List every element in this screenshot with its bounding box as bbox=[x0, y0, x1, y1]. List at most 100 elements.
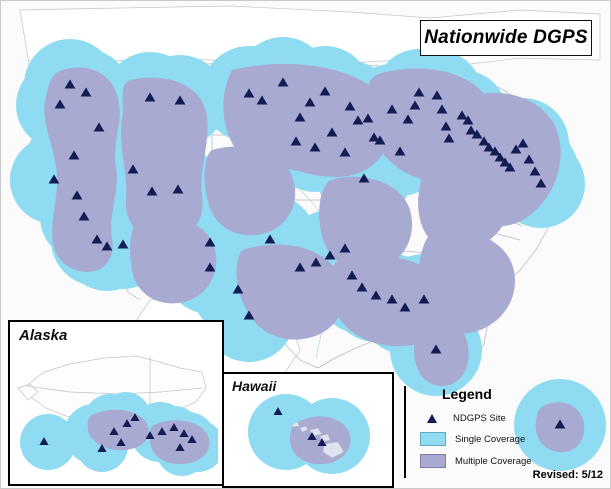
alaska-inset: Alaska bbox=[8, 320, 224, 486]
map-title-box: Nationwide DGPS bbox=[420, 20, 592, 56]
ndgps-site-marker bbox=[175, 443, 185, 451]
ndgps-site-marker bbox=[169, 423, 179, 431]
ndgps-site-marker bbox=[80, 87, 92, 97]
legend: Legend NDGPS Site Single Coverage Multip… bbox=[404, 386, 604, 482]
ndgps-site-marker bbox=[409, 100, 421, 110]
ndgps-site-marker bbox=[529, 166, 541, 176]
ndgps-site-marker bbox=[48, 174, 60, 184]
legend-label-site: NDGPS Site bbox=[453, 412, 506, 424]
hawaii-inset-map bbox=[224, 374, 388, 482]
page-title: Nationwide DGPS bbox=[424, 27, 588, 48]
ndgps-site-marker bbox=[273, 407, 283, 415]
ndgps-site-marker bbox=[494, 152, 506, 162]
ndgps-site-marker bbox=[346, 270, 358, 280]
ndgps-site-marker bbox=[116, 438, 126, 446]
ndgps-site-marker bbox=[517, 138, 529, 148]
ndgps-site-marker bbox=[93, 122, 105, 132]
ndgps-site-marker bbox=[324, 250, 336, 260]
ndgps-site-marker bbox=[187, 435, 197, 443]
ndgps-site-marker bbox=[71, 190, 83, 200]
ndgps-site-marker bbox=[232, 284, 244, 294]
revised-stamp: Revised: 5/12 bbox=[532, 469, 603, 481]
ndgps-site-marker bbox=[386, 104, 398, 114]
legend-label-multi: Multiple Coverage bbox=[455, 455, 532, 467]
legend-label-single: Single Coverage bbox=[455, 433, 526, 445]
ndgps-site-marker bbox=[54, 99, 66, 109]
ndgps-site-marker bbox=[174, 95, 186, 105]
ndgps-site-marker bbox=[471, 129, 483, 139]
ndgps-site-marker bbox=[144, 92, 156, 102]
ndgps-site-marker bbox=[440, 121, 452, 131]
ndgps-site-marker bbox=[97, 444, 107, 452]
ndgps-site-marker bbox=[465, 125, 477, 135]
ndgps-site-marker bbox=[352, 115, 364, 125]
ndgps-site-marker bbox=[456, 110, 468, 120]
ndgps-site-marker bbox=[370, 290, 382, 300]
ndgps-site-marker bbox=[172, 184, 184, 194]
ndgps-site-marker bbox=[418, 294, 430, 304]
multiple-coverage-swatch bbox=[420, 454, 446, 468]
ndgps-site-marker bbox=[130, 413, 140, 421]
single-coverage-swatch bbox=[420, 432, 446, 446]
ndgps-site-marker bbox=[179, 429, 189, 437]
ndgps-site-marker bbox=[535, 178, 547, 188]
ndgps-site-marker bbox=[431, 90, 443, 100]
ndgps-site-marker bbox=[304, 97, 316, 107]
ndgps-site-marker bbox=[307, 432, 317, 440]
ndgps-site-marker bbox=[310, 257, 322, 267]
ndgps-site-marker bbox=[489, 146, 501, 156]
ndgps-site-marker bbox=[277, 77, 289, 87]
ndgps-site-marker bbox=[368, 132, 380, 142]
ndgps-site-marker bbox=[523, 154, 535, 164]
ndgps-site-marker bbox=[204, 237, 216, 247]
ndgps-site-marker bbox=[243, 310, 255, 320]
ndgps-site-marker bbox=[356, 282, 368, 292]
ndgps-site-marker bbox=[358, 173, 370, 183]
ndgps-site-marker bbox=[109, 427, 119, 435]
ndgps-site-marker bbox=[339, 243, 351, 253]
legend-item-ndgps-site: NDGPS Site bbox=[420, 412, 506, 424]
ndgps-site-marker bbox=[554, 419, 566, 429]
ndgps-site-marker bbox=[309, 142, 321, 152]
legend-title: Legend bbox=[442, 386, 492, 402]
ndgps-site-marker bbox=[91, 234, 103, 244]
ndgps-site-marker bbox=[436, 104, 448, 114]
ndgps-site-marker bbox=[127, 164, 139, 174]
ndgps-site-marker bbox=[101, 241, 113, 251]
ndgps-site-marker bbox=[483, 142, 495, 152]
ndgps-site-marker bbox=[290, 136, 302, 146]
ndgps-site-marker bbox=[402, 114, 414, 124]
ndgps-site-marker bbox=[344, 101, 356, 111]
legend-item-single-coverage: Single Coverage bbox=[420, 432, 525, 446]
ndgps-site-marker bbox=[504, 162, 516, 172]
ndgps-site-marker bbox=[146, 186, 158, 196]
ndgps-site-marker bbox=[157, 427, 167, 435]
ndgps-site-marker bbox=[362, 113, 374, 123]
legend-divider bbox=[404, 386, 406, 478]
alaska-inset-map bbox=[10, 322, 218, 480]
hawaii-inset: Hawaii bbox=[222, 372, 394, 488]
ndgps-site-marker bbox=[394, 146, 406, 156]
ndgps-site-marker bbox=[64, 79, 76, 89]
ndgps-site-marker bbox=[145, 431, 155, 439]
ndgps-site-marker bbox=[386, 294, 398, 304]
triangle-icon bbox=[420, 412, 444, 424]
ndgps-site-marker bbox=[317, 438, 327, 446]
ndgps-site-marker bbox=[204, 262, 216, 272]
alaska-inset-label: Alaska bbox=[19, 327, 68, 344]
ndgps-site-marker bbox=[326, 127, 338, 137]
ndgps-site-marker bbox=[399, 302, 411, 312]
ndgps-site-marker bbox=[430, 344, 442, 354]
ndgps-site-marker bbox=[294, 262, 306, 272]
ndgps-site-marker bbox=[462, 115, 474, 125]
ndgps-site-marker bbox=[122, 419, 132, 427]
ndgps-site-marker bbox=[78, 211, 90, 221]
ndgps-site-marker bbox=[413, 87, 425, 97]
ndgps-site-marker bbox=[443, 133, 455, 143]
ndgps-site-marker bbox=[117, 239, 129, 249]
legend-item-multiple-coverage: Multiple Coverage bbox=[420, 454, 532, 468]
ndgps-site-marker bbox=[339, 147, 351, 157]
ndgps-site-marker bbox=[256, 95, 268, 105]
